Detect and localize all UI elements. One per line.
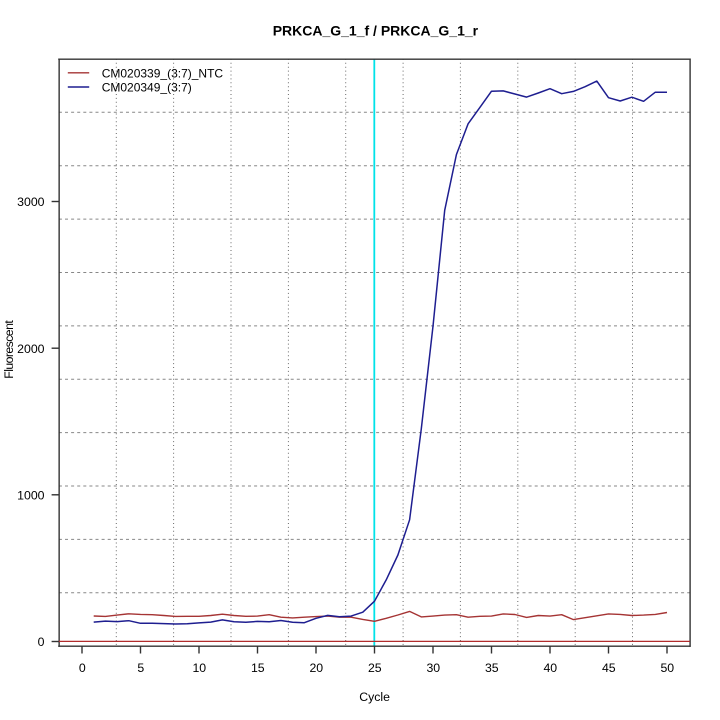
svg-text:35: 35	[485, 661, 499, 675]
svg-text:1000: 1000	[17, 488, 45, 502]
svg-text:Fluorescent: Fluorescent	[2, 320, 16, 379]
svg-text:10: 10	[192, 661, 206, 675]
svg-text:20: 20	[309, 661, 323, 675]
svg-text:2000: 2000	[17, 342, 45, 356]
svg-text:CM020349_(3:7): CM020349_(3:7)	[102, 80, 192, 94]
svg-text:0: 0	[38, 635, 45, 649]
svg-text:45: 45	[602, 661, 616, 675]
svg-text:30: 30	[426, 661, 440, 675]
svg-text:CM020339_(3:7)_NTC: CM020339_(3:7)_NTC	[102, 67, 224, 81]
svg-text:3000: 3000	[17, 195, 45, 209]
svg-text:15: 15	[251, 661, 265, 675]
svg-text:Cycle: Cycle	[359, 690, 390, 704]
svg-text:5: 5	[137, 661, 144, 675]
svg-text:PRKCA_G_1_f / PRKCA_G_1_r: PRKCA_G_1_f / PRKCA_G_1_r	[273, 23, 479, 39]
svg-text:25: 25	[368, 661, 382, 675]
svg-text:50: 50	[660, 661, 674, 675]
svg-text:0: 0	[79, 661, 86, 675]
svg-text:40: 40	[543, 661, 557, 675]
